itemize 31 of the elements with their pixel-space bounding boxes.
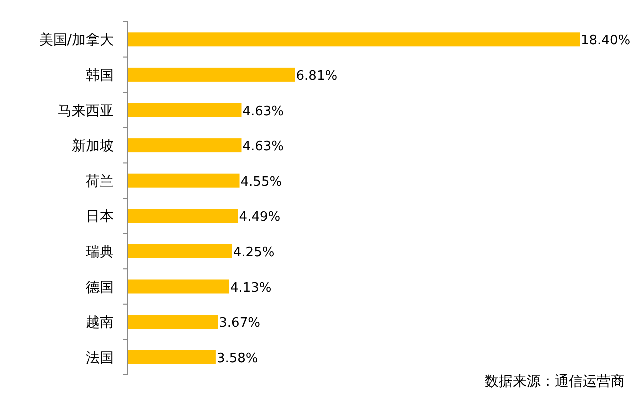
y-tick-label: 韩国 bbox=[86, 68, 114, 84]
data-label: 4.63% bbox=[242, 140, 284, 155]
data-label: 3.58% bbox=[216, 351, 258, 366]
bar bbox=[128, 174, 240, 188]
bar bbox=[128, 68, 296, 82]
y-tick-label: 瑞典 bbox=[86, 244, 114, 260]
bar bbox=[128, 350, 216, 364]
data-label: 3.67% bbox=[219, 316, 260, 332]
data-label: 4.25% bbox=[233, 245, 275, 260]
bar bbox=[128, 244, 232, 258]
y-tick-label: 德国 bbox=[86, 280, 114, 296]
bar bbox=[128, 280, 230, 294]
bar bbox=[128, 315, 218, 330]
y-tick-label: 马来西亚 bbox=[58, 103, 114, 120]
y-tick-label: 日本 bbox=[86, 209, 114, 226]
data-label: 4.49% bbox=[239, 210, 281, 226]
y-tick-label: 新加坡 bbox=[72, 138, 114, 155]
y-tick-label: 越南 bbox=[86, 315, 114, 332]
bar bbox=[128, 32, 580, 47]
data-label: 4.55% bbox=[240, 174, 282, 190]
y-tick-label: 法国 bbox=[86, 350, 114, 366]
y-tick-label: 荷兰 bbox=[86, 174, 114, 190]
data-label: 4.63% bbox=[242, 104, 284, 120]
bar bbox=[128, 103, 242, 118]
y-tick-label: 美国/加拿大 bbox=[39, 32, 114, 49]
data-label: 4.13% bbox=[230, 280, 272, 296]
data-label: 18.40% bbox=[581, 34, 631, 49]
bar bbox=[128, 209, 238, 224]
annotation: 数据来源：通信运营商 bbox=[485, 374, 625, 390]
bar bbox=[128, 138, 242, 153]
data-label: 6.81% bbox=[296, 68, 338, 84]
